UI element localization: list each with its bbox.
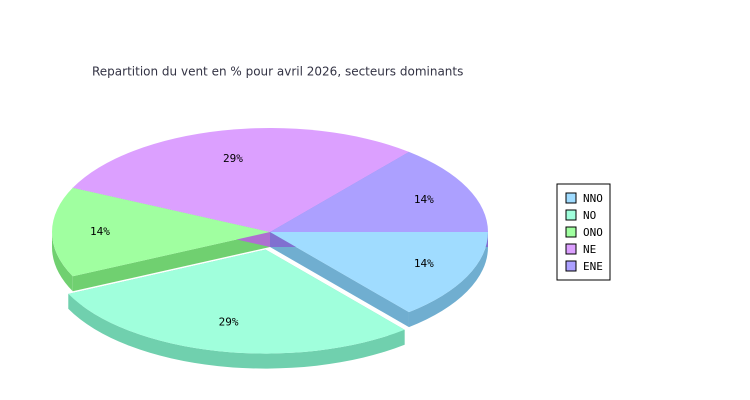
legend-swatch [565,192,577,204]
data-label: 29% [223,152,243,165]
pie-slice [52,187,270,277]
legend-swatch [565,226,577,238]
pie-slice [68,249,405,354]
pie-slice [270,151,488,232]
legend-swatch [565,209,577,221]
data-label: 14% [414,257,434,270]
legend-label: NNO [583,192,603,205]
data-label: 14% [414,193,434,206]
pie-side [68,293,405,369]
data-label: 29% [219,316,239,329]
legend-label: NE [583,243,596,256]
legend-label: ONO [583,226,603,239]
legend-swatch [565,260,577,272]
pie-wall [72,232,270,292]
legend-label: NO [583,209,596,222]
data-label: 14% [90,225,110,238]
pie-slice [72,128,409,232]
pie [52,128,488,369]
pie-wall [270,232,409,328]
legend-swatch [565,243,577,255]
pie-side [52,232,73,292]
pie-slice [270,232,488,313]
pie-side [408,232,488,328]
legend-label: ENE [583,260,603,273]
chart-title: Repartition du vent en % pour avril 2026… [92,65,463,79]
